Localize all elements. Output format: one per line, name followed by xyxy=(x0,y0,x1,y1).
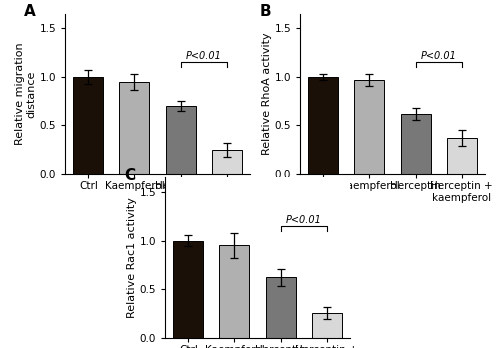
Y-axis label: Relative Rac1 activity: Relative Rac1 activity xyxy=(126,197,136,318)
Bar xyxy=(74,77,104,174)
Bar xyxy=(120,82,150,174)
Bar xyxy=(212,150,242,174)
Bar xyxy=(266,277,296,338)
Bar xyxy=(308,77,338,174)
Bar xyxy=(166,106,196,174)
Bar xyxy=(312,313,342,338)
Bar xyxy=(354,80,384,174)
Bar xyxy=(174,240,204,338)
Bar xyxy=(220,245,250,338)
Text: P<0.01: P<0.01 xyxy=(286,215,322,225)
Text: C: C xyxy=(124,168,136,183)
Bar xyxy=(400,114,430,174)
Y-axis label: Relative migration
distance: Relative migration distance xyxy=(15,43,36,145)
Y-axis label: Relative RhoA activity: Relative RhoA activity xyxy=(262,33,272,155)
Text: P<0.01: P<0.01 xyxy=(186,52,222,62)
Text: A: A xyxy=(24,4,36,19)
Text: P<0.01: P<0.01 xyxy=(420,52,456,62)
Bar xyxy=(446,138,476,174)
Text: B: B xyxy=(260,4,271,19)
